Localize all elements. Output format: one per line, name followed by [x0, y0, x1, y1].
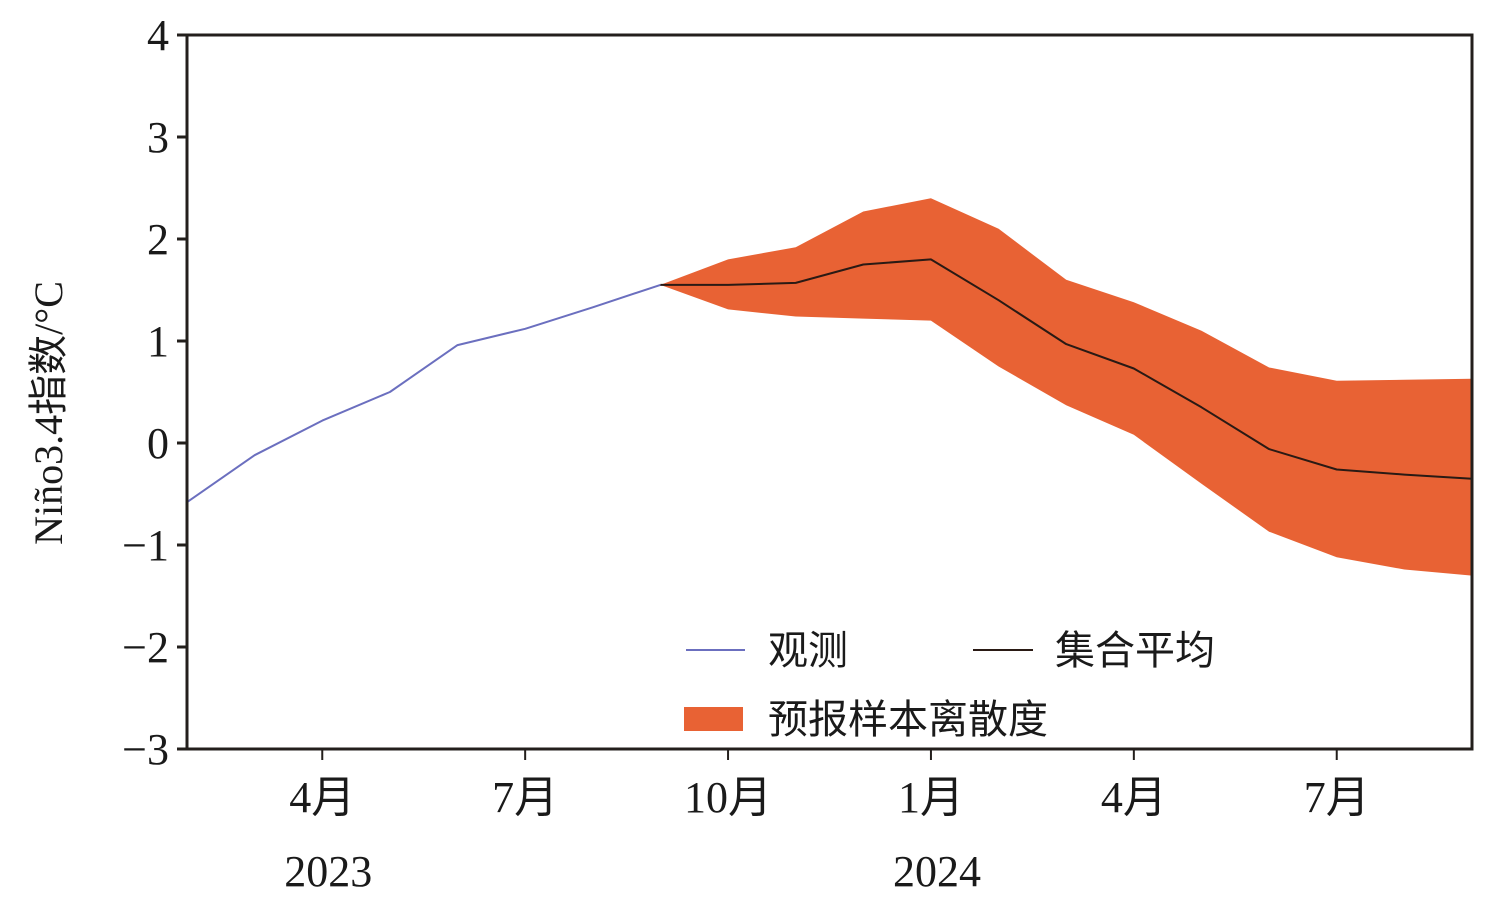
spread-band	[660, 198, 1472, 576]
x-year-label: 2024	[893, 847, 981, 896]
x-tick-label: 10月	[684, 773, 772, 822]
y-tick-label: 4	[147, 11, 169, 60]
x-tick-label: 4月	[1101, 773, 1167, 822]
legend-observed-label: 观测	[768, 628, 848, 674]
plot-frame	[185, 33, 1474, 751]
y-axis-ticks: 4 3 2 1 0 −1 −2 −3	[122, 11, 187, 774]
x-year-label: 2023	[284, 847, 372, 896]
observed-line	[186, 283, 661, 504]
x-tick-label: 7月	[1304, 773, 1370, 822]
y-tick-label: 1	[147, 317, 169, 366]
y-tick-label: 0	[147, 419, 169, 468]
ensemble-mean-line	[660, 258, 1473, 480]
legend-spread-label: 预报样本离散度	[768, 697, 1048, 743]
x-tick-label: 4月	[289, 773, 355, 822]
y-axis-title: Niño3.4指数/°C	[26, 281, 71, 545]
y-tick-label: −1	[122, 521, 169, 570]
y-tick-label: 3	[147, 113, 169, 162]
legend-ensemble-mean-label: 集合平均	[1055, 628, 1215, 674]
x-axis-ticks: 4月 7月 10月 1月 4月 7月 2023 2024	[284, 749, 1370, 896]
legend-spread-swatch	[684, 707, 743, 731]
x-tick-label: 1月	[898, 773, 964, 822]
x-tick-label: 7月	[492, 773, 558, 822]
y-tick-label: 2	[147, 215, 169, 264]
legend: 观测 集合平均 预报样本离散度	[684, 628, 1215, 743]
plot-area	[186, 198, 1473, 576]
axes	[185, 33, 1474, 751]
y-tick-label: −2	[122, 623, 169, 672]
y-tick-label: −3	[122, 725, 169, 774]
